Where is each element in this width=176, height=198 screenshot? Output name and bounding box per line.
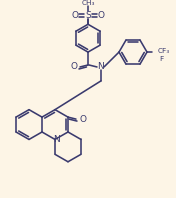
Text: N: N bbox=[54, 135, 60, 144]
Text: F: F bbox=[159, 56, 163, 62]
Text: O: O bbox=[71, 63, 77, 71]
Text: O: O bbox=[80, 115, 86, 124]
Text: CH₃: CH₃ bbox=[81, 0, 95, 7]
Text: CF₃: CF₃ bbox=[158, 48, 170, 54]
Text: O: O bbox=[98, 11, 105, 20]
Text: O: O bbox=[71, 11, 78, 20]
Text: S: S bbox=[85, 11, 91, 20]
Text: N: N bbox=[98, 63, 104, 71]
